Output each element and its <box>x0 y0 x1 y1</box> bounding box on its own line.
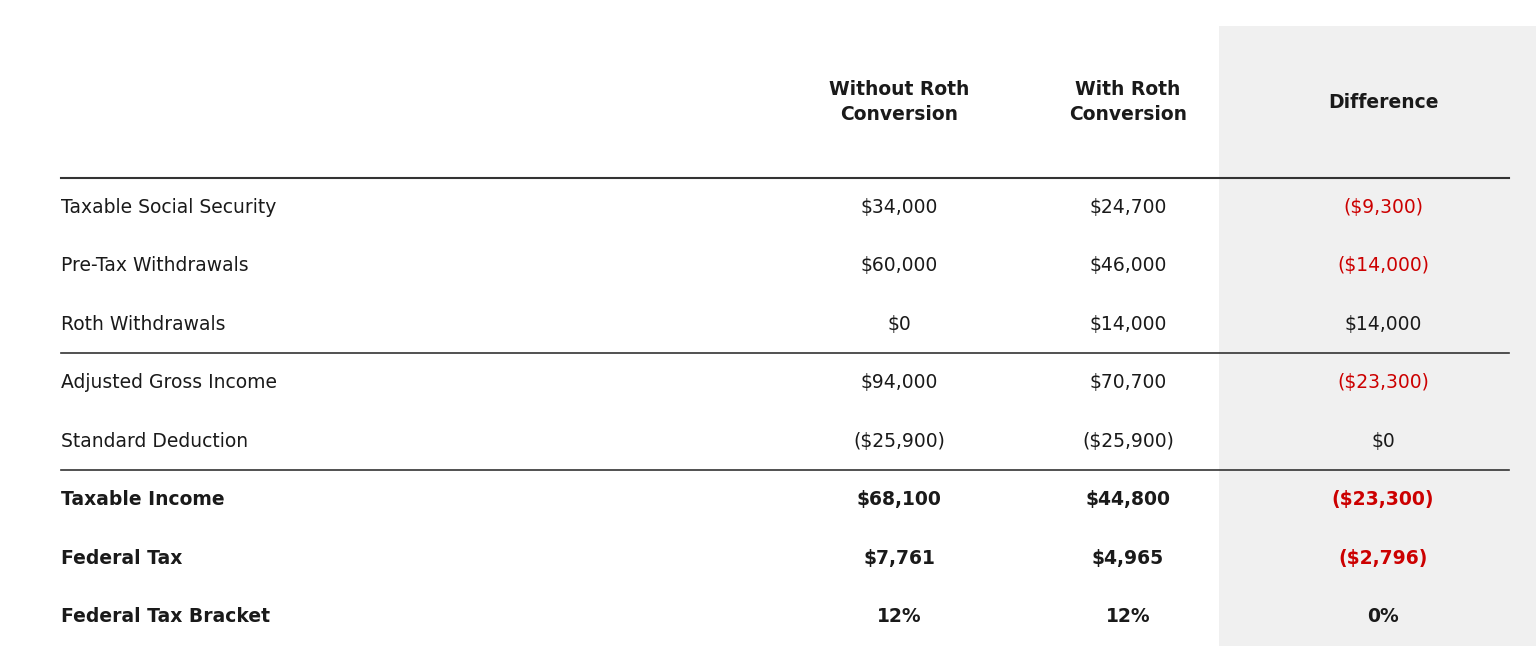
Text: 12%: 12% <box>1106 607 1150 626</box>
Text: Pre-Tax Withdrawals: Pre-Tax Withdrawals <box>61 256 249 275</box>
Text: $14,000: $14,000 <box>1344 314 1422 333</box>
Text: Without Roth
Conversion: Without Roth Conversion <box>829 80 969 124</box>
Text: $4,965: $4,965 <box>1092 548 1164 567</box>
Text: $70,700: $70,700 <box>1089 373 1166 392</box>
Bar <box>1220 26 1536 646</box>
Text: Federal Tax Bracket: Federal Tax Bracket <box>61 607 270 626</box>
Text: $60,000: $60,000 <box>860 256 938 275</box>
Text: Taxable Social Security: Taxable Social Security <box>61 198 276 217</box>
Text: ($2,796): ($2,796) <box>1338 548 1428 567</box>
Text: ($23,300): ($23,300) <box>1332 490 1435 509</box>
Text: ($25,900): ($25,900) <box>854 432 945 451</box>
Text: $7,761: $7,761 <box>863 548 935 567</box>
Text: $44,800: $44,800 <box>1086 490 1170 509</box>
Text: Standard Deduction: Standard Deduction <box>61 432 249 451</box>
Text: $24,700: $24,700 <box>1089 198 1166 217</box>
Text: ($14,000): ($14,000) <box>1338 256 1428 275</box>
Text: Federal Tax: Federal Tax <box>61 548 183 567</box>
Text: Roth Withdrawals: Roth Withdrawals <box>61 314 226 333</box>
Text: 12%: 12% <box>877 607 922 626</box>
Text: ($25,900): ($25,900) <box>1081 432 1174 451</box>
Text: Adjusted Gross Income: Adjusted Gross Income <box>61 373 276 392</box>
Text: $94,000: $94,000 <box>860 373 938 392</box>
Text: Taxable Income: Taxable Income <box>61 490 224 509</box>
Text: ($9,300): ($9,300) <box>1342 198 1424 217</box>
Text: $0: $0 <box>888 314 911 333</box>
Text: With Roth
Conversion: With Roth Conversion <box>1069 80 1187 124</box>
Text: Difference: Difference <box>1327 93 1438 111</box>
Text: $46,000: $46,000 <box>1089 256 1166 275</box>
Text: $14,000: $14,000 <box>1089 314 1166 333</box>
Text: 0%: 0% <box>1367 607 1399 626</box>
Text: $68,100: $68,100 <box>857 490 942 509</box>
Text: ($23,300): ($23,300) <box>1338 373 1428 392</box>
Text: $34,000: $34,000 <box>860 198 938 217</box>
Text: $0: $0 <box>1372 432 1395 451</box>
